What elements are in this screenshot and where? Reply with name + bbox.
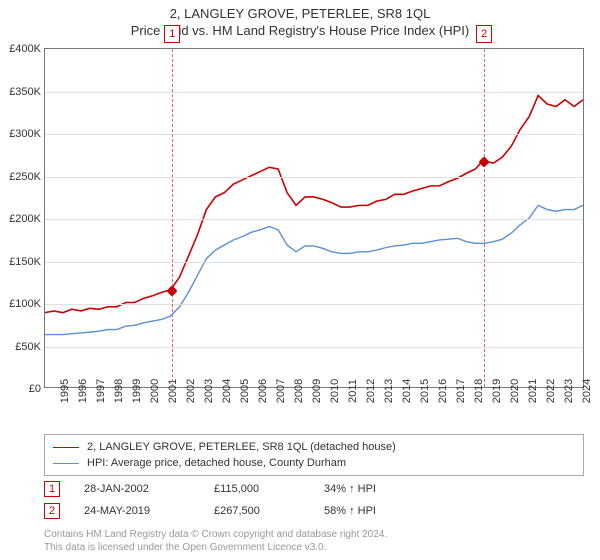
- sale-hpi-1: 34% ↑ HPI: [324, 483, 434, 495]
- y-axis-label: £400K: [9, 43, 41, 55]
- chart-subtitle: Price paid vs. HM Land Registry's House …: [0, 23, 600, 38]
- legend-item-property: 2, LANGLEY GROVE, PETERLEE, SR8 1QL (det…: [53, 439, 575, 455]
- y-axis-label: £50K: [15, 341, 41, 353]
- footer-line-2: This data is licensed under the Open Gov…: [44, 541, 584, 554]
- gridline-h: [45, 262, 583, 263]
- chart-container: 2, LANGLEY GROVE, PETERLEE, SR8 1QL Pric…: [0, 0, 600, 560]
- y-axis-label: £150K: [9, 256, 41, 268]
- sale-row-2: 2 24-MAY-2019 £267,500 58% ↑ HPI: [44, 500, 584, 522]
- sale-date-2: 24-MAY-2019: [84, 505, 214, 517]
- y-axis-label: £250K: [9, 171, 41, 183]
- y-axis-label: £0: [29, 383, 41, 395]
- sale-marker-line: [484, 49, 485, 387]
- chart-svg: [45, 49, 583, 387]
- gridline-h: [45, 177, 583, 178]
- chart-plot-area: £0£50K£100K£150K£200K£250K£300K£350K£400…: [44, 48, 584, 388]
- sale-row-1: 1 28-JAN-2002 £115,000 34% ↑ HPI: [44, 478, 584, 500]
- series-line-property: [45, 96, 583, 313]
- x-axis-label: 2025: [585, 379, 600, 403]
- y-axis-label: £100K: [9, 298, 41, 310]
- y-axis-label: £200K: [9, 213, 41, 225]
- legend-label-hpi: HPI: Average price, detached house, Coun…: [87, 457, 346, 469]
- series-line-hpi: [45, 205, 583, 334]
- sale-price-1: £115,000: [214, 483, 324, 495]
- sale-marker-flag: 1: [164, 25, 180, 43]
- title-block: 2, LANGLEY GROVE, PETERLEE, SR8 1QL Pric…: [0, 0, 600, 38]
- gridline-h: [45, 304, 583, 305]
- footer-line-1: Contains HM Land Registry data © Crown c…: [44, 528, 584, 541]
- gridline-h: [45, 92, 583, 93]
- legend-label-property: 2, LANGLEY GROVE, PETERLEE, SR8 1QL (det…: [87, 441, 396, 453]
- gridline-h: [45, 134, 583, 135]
- sale-marker-2: 2: [44, 503, 60, 519]
- sales-table: 1 28-JAN-2002 £115,000 34% ↑ HPI 2 24-MA…: [44, 478, 584, 522]
- y-axis-label: £300K: [9, 128, 41, 140]
- sale-price-2: £267,500: [214, 505, 324, 517]
- legend-swatch-property: [53, 447, 79, 448]
- gridline-h: [45, 347, 583, 348]
- sale-marker-flag: 2: [476, 25, 492, 43]
- sale-marker-1: 1: [44, 481, 60, 497]
- gridline-h: [45, 219, 583, 220]
- sale-hpi-2: 58% ↑ HPI: [324, 505, 434, 517]
- sale-marker-line: [172, 49, 173, 387]
- legend-item-hpi: HPI: Average price, detached house, Coun…: [53, 455, 575, 471]
- chart-legend: 2, LANGLEY GROVE, PETERLEE, SR8 1QL (det…: [44, 434, 584, 476]
- footer-attribution: Contains HM Land Registry data © Crown c…: [44, 528, 584, 554]
- sale-date-1: 28-JAN-2002: [84, 483, 214, 495]
- chart-title-address: 2, LANGLEY GROVE, PETERLEE, SR8 1QL: [0, 6, 600, 21]
- y-axis-label: £350K: [9, 86, 41, 98]
- legend-swatch-hpi: [53, 463, 79, 464]
